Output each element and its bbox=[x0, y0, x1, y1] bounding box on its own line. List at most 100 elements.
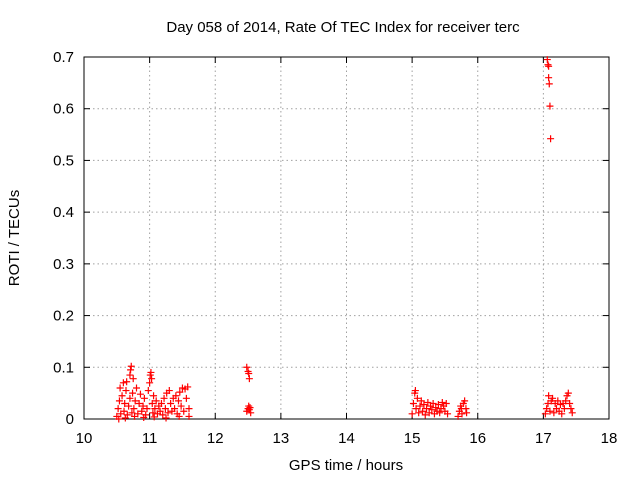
data-point bbox=[545, 392, 553, 400]
data-point bbox=[463, 409, 471, 417]
y-tick-label: 0.2 bbox=[53, 308, 74, 325]
data-point bbox=[545, 80, 553, 88]
data-point bbox=[171, 405, 179, 413]
grid bbox=[84, 57, 609, 419]
y-tick-label: 0.1 bbox=[53, 359, 74, 376]
data-point bbox=[246, 404, 254, 412]
data-point bbox=[564, 389, 572, 397]
data-point bbox=[135, 399, 143, 407]
y-tick-label: 0 bbox=[66, 411, 74, 428]
y-tick-label: 0.4 bbox=[53, 204, 74, 221]
data-point bbox=[411, 387, 419, 395]
data-point bbox=[144, 387, 152, 395]
data-point bbox=[150, 413, 158, 421]
x-tick-label: 15 bbox=[404, 430, 421, 447]
data-point bbox=[150, 392, 158, 400]
data-point bbox=[444, 410, 452, 418]
axis-ticks bbox=[83, 56, 610, 420]
data-point bbox=[115, 415, 123, 423]
data-point bbox=[120, 407, 128, 415]
x-tick-label: 17 bbox=[535, 430, 552, 447]
data-point bbox=[436, 409, 444, 417]
data-point bbox=[543, 56, 551, 64]
x-tick-label: 10 bbox=[76, 430, 93, 447]
x-axis-label: GPS time / hours bbox=[289, 457, 403, 474]
data-point bbox=[159, 411, 167, 419]
data-point bbox=[118, 392, 126, 400]
data-point bbox=[420, 401, 428, 409]
data-point bbox=[172, 392, 180, 400]
data-point bbox=[567, 405, 575, 413]
data-point bbox=[562, 397, 570, 405]
data-point bbox=[417, 397, 425, 405]
data-point bbox=[125, 402, 133, 410]
data-point bbox=[438, 398, 446, 406]
x-tick-label: 11 bbox=[142, 430, 158, 447]
y-tick-label: 0.5 bbox=[53, 152, 74, 169]
data-point bbox=[140, 394, 148, 402]
x-tick-label: 14 bbox=[338, 430, 355, 447]
data-point bbox=[152, 397, 160, 405]
data-point bbox=[127, 362, 135, 370]
data-point bbox=[133, 384, 140, 392]
data-point bbox=[143, 405, 151, 413]
data-point bbox=[116, 384, 124, 392]
x-tick-label: 16 bbox=[469, 430, 486, 447]
data-point bbox=[127, 366, 135, 374]
data-point bbox=[175, 397, 182, 405]
data-point bbox=[167, 399, 175, 407]
data-point bbox=[140, 413, 148, 421]
data-point bbox=[424, 398, 432, 406]
x-tick-label: 13 bbox=[273, 430, 290, 447]
data-point bbox=[554, 397, 562, 405]
data-point bbox=[541, 410, 549, 418]
data-point bbox=[245, 369, 253, 377]
data-point bbox=[126, 394, 134, 402]
data-point bbox=[550, 409, 558, 417]
data-point bbox=[129, 375, 137, 383]
data-point bbox=[138, 407, 146, 415]
data-point bbox=[454, 412, 462, 420]
data-point bbox=[131, 412, 139, 420]
data-point bbox=[462, 405, 470, 413]
data-point bbox=[408, 410, 416, 418]
x-tick-label: 18 bbox=[601, 430, 618, 447]
data-point bbox=[243, 363, 251, 371]
data-point bbox=[131, 397, 139, 405]
data-point bbox=[126, 371, 134, 379]
data-point bbox=[164, 409, 172, 417]
data-point bbox=[568, 409, 576, 417]
data-point bbox=[128, 409, 136, 417]
y-axis-label: ROTI / TECUs bbox=[6, 190, 23, 286]
data-point bbox=[121, 399, 129, 407]
data-point bbox=[177, 402, 185, 410]
data-point bbox=[182, 394, 190, 402]
data-point bbox=[423, 405, 431, 413]
data-point bbox=[185, 405, 193, 413]
data-point bbox=[122, 387, 130, 395]
data-point bbox=[458, 410, 466, 418]
data-point bbox=[162, 414, 170, 422]
data-point bbox=[176, 388, 184, 396]
data-point bbox=[149, 409, 157, 417]
data-point bbox=[130, 405, 138, 413]
data-point bbox=[419, 407, 427, 415]
data-point bbox=[547, 135, 555, 143]
y-tick-label: 0.7 bbox=[53, 49, 74, 66]
data-point bbox=[544, 61, 552, 69]
data-point bbox=[545, 74, 553, 82]
data-point bbox=[121, 414, 129, 422]
data-point bbox=[546, 102, 554, 110]
data-point bbox=[139, 402, 147, 410]
data-points bbox=[113, 56, 576, 423]
data-point bbox=[129, 389, 137, 397]
data-point bbox=[416, 402, 424, 410]
data-point bbox=[119, 379, 127, 387]
chart-title: Day 058 of 2014, Rate Of TEC Index for r… bbox=[166, 19, 520, 36]
axis-tick-labels: 10 11 12 13 14 15 16 17 18 0 0.1 0.2 0.3 0.4 0.5 0.6 0.7 bbox=[53, 49, 617, 447]
data-point bbox=[245, 402, 253, 410]
data-point bbox=[147, 368, 155, 376]
data-point bbox=[180, 407, 188, 415]
data-point bbox=[429, 399, 437, 407]
